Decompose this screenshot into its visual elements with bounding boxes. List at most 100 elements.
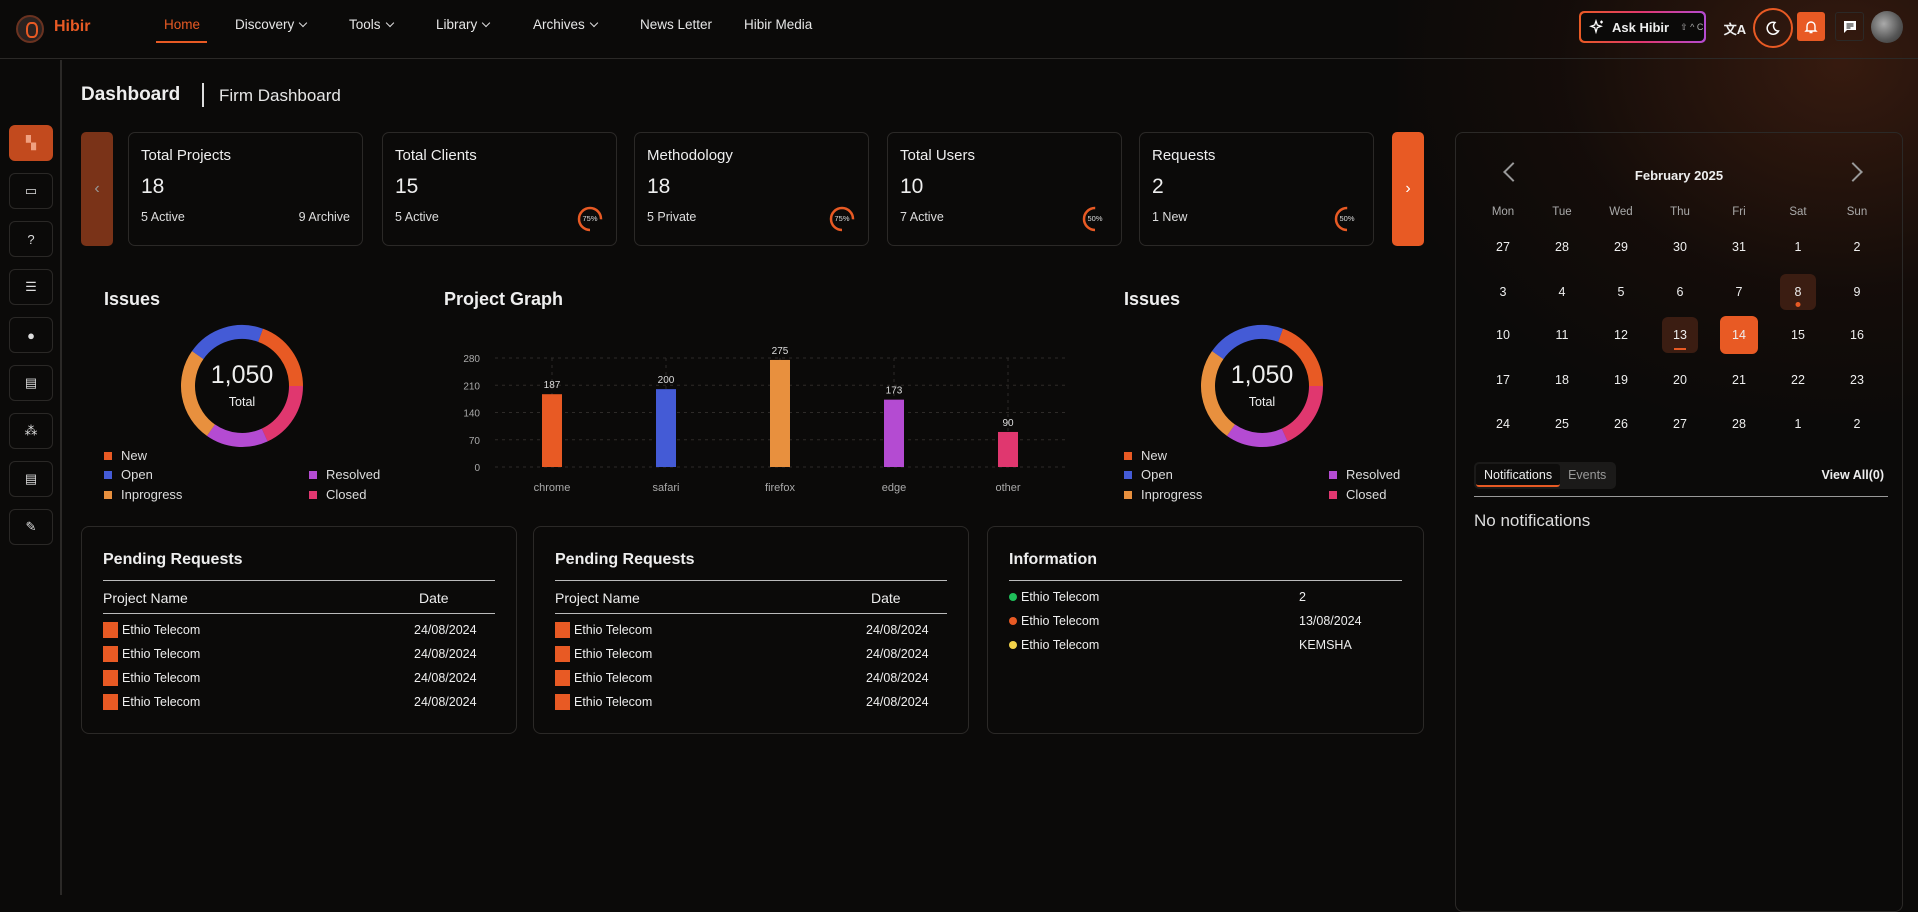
calendar-day[interactable]: 17 — [1485, 362, 1521, 398]
info-row[interactable]: Ethio Telecom 13/08/2024 — [1009, 609, 1402, 633]
calendar-day[interactable]: 27 — [1662, 406, 1698, 442]
calendar-day[interactable]: 23 — [1839, 362, 1875, 398]
day-number: 16 — [1850, 328, 1864, 342]
legend-item-open[interactable]: Open — [104, 467, 153, 482]
calendar-day[interactable]: 9 — [1839, 274, 1875, 310]
legend-item-new[interactable]: New — [104, 448, 147, 463]
sidebar-item-list[interactable]: ☰ — [9, 269, 53, 305]
bar-edge[interactable] — [884, 399, 904, 467]
nav-archives[interactable]: Archives — [533, 17, 599, 32]
donut-segment-resolved[interactable] — [172, 316, 312, 456]
legend-item-resolved[interactable]: Resolved — [1329, 467, 1400, 482]
table-row[interactable]: Ethio Telecom 24/08/2024 — [555, 618, 947, 642]
bar-firefox[interactable] — [770, 359, 790, 467]
calendar-day[interactable]: 25 — [1544, 406, 1580, 442]
sidebar-item-scroll[interactable]: ▤ — [9, 365, 53, 401]
stat-card[interactable]: Methodology 18 5 Private 75% — [634, 132, 869, 246]
nav-hibir-media[interactable]: Hibir Media — [744, 17, 812, 32]
bar-chrome[interactable] — [542, 394, 562, 467]
calendar-day[interactable]: 2 — [1839, 229, 1875, 265]
calendar-day[interactable]: 21 — [1721, 362, 1757, 398]
tab-notifications[interactable]: Notifications — [1476, 464, 1561, 487]
legend-item-inprogress[interactable]: Inprogress — [104, 487, 182, 502]
stat-card[interactable]: Requests 2 1 New 50% — [1139, 132, 1374, 246]
calendar-day[interactable]: 13 — [1662, 317, 1698, 353]
table-row[interactable]: Ethio Telecom 24/08/2024 — [555, 690, 947, 714]
brand-name[interactable]: Hibir — [54, 18, 91, 35]
calendar-day[interactable]: 11 — [1544, 317, 1580, 353]
view-all-link[interactable]: View All(0) — [1821, 468, 1884, 482]
calendar-day[interactable]: 8 — [1780, 274, 1816, 310]
legend-item-closed[interactable]: Closed — [1329, 487, 1386, 502]
tab-events[interactable]: Events — [1568, 468, 1607, 482]
translate-icon[interactable]: 文A — [1723, 21, 1747, 37]
table-row[interactable]: Ethio Telecom 24/08/2024 — [103, 666, 495, 690]
table-row[interactable]: Ethio Telecom 24/08/2024 — [103, 690, 495, 714]
donut-segment-open[interactable] — [172, 316, 312, 456]
donut-segment-inprogress[interactable] — [172, 316, 312, 456]
calendar-day[interactable]: 30 — [1662, 229, 1698, 265]
bar-safari[interactable] — [656, 389, 676, 467]
calendar-day[interactable]: 31 — [1721, 229, 1757, 265]
legend-item-closed[interactable]: Closed — [309, 487, 366, 502]
nav-library[interactable]: Library — [436, 17, 491, 32]
calendar-day[interactable]: 28 — [1721, 406, 1757, 442]
calendar-day[interactable]: 12 — [1603, 317, 1639, 353]
table-row[interactable]: Ethio Telecom 24/08/2024 — [555, 642, 947, 666]
sidebar-item-help[interactable]: ? — [9, 221, 53, 257]
sidebar-item-user[interactable]: ● — [9, 317, 53, 353]
calendar-day[interactable]: 7 — [1721, 274, 1757, 310]
calendar-day[interactable]: 19 — [1603, 362, 1639, 398]
calendar-day[interactable]: 29 — [1603, 229, 1639, 265]
calendar-day[interactable]: 18 — [1544, 362, 1580, 398]
sidebar-item-team[interactable]: ⁂ — [9, 413, 53, 449]
stat-card[interactable]: Total Projects 18 5 Active 9 Archive — [128, 132, 363, 246]
info-row[interactable]: Ethio Telecom 2 — [1009, 585, 1402, 609]
stat-card[interactable]: Total Clients 15 5 Active 75% — [382, 132, 617, 246]
stats-prev-button[interactable]: ‹ — [81, 132, 113, 246]
user-avatar[interactable] — [1871, 11, 1903, 43]
sidebar-item-briefcase[interactable]: ▭ — [9, 173, 53, 209]
table-row[interactable]: Ethio Telecom 24/08/2024 — [103, 618, 495, 642]
calendar-day[interactable]: 27 — [1485, 229, 1521, 265]
nav-home[interactable]: Home — [164, 17, 200, 32]
nav-tools[interactable]: Tools — [349, 17, 394, 32]
logo-icon[interactable] — [16, 15, 44, 43]
calendar-day[interactable]: 22 — [1780, 362, 1816, 398]
theme-toggle-button[interactable] — [1753, 8, 1793, 48]
ask-hibir-button[interactable]: Ask Hibir ⇧ ^ C — [1579, 11, 1706, 43]
legend-item-open[interactable]: Open — [1124, 467, 1173, 482]
donut-segment-inprogress[interactable] — [1192, 316, 1332, 456]
calendar-day[interactable]: 2 — [1839, 406, 1875, 442]
calendar-day[interactable]: 24 — [1485, 406, 1521, 442]
calendar-day[interactable]: 14 — [1720, 316, 1758, 354]
calendar-day[interactable]: 1 — [1780, 406, 1816, 442]
calendar-day[interactable]: 20 — [1662, 362, 1698, 398]
calendar-day[interactable]: 4 — [1544, 274, 1580, 310]
calendar-day[interactable]: 3 — [1485, 274, 1521, 310]
calendar-day[interactable]: 28 — [1544, 229, 1580, 265]
legend-item-new[interactable]: New — [1124, 448, 1167, 463]
legend-item-resolved[interactable]: Resolved — [309, 467, 380, 482]
calendar-day[interactable]: 5 — [1603, 274, 1639, 310]
notifications-button[interactable] — [1797, 12, 1825, 41]
calendar-day[interactable]: 6 — [1662, 274, 1698, 310]
bar-other[interactable] — [998, 431, 1018, 467]
calendar-day[interactable]: 15 — [1780, 317, 1816, 353]
messages-button[interactable] — [1835, 12, 1864, 41]
sidebar-item-dashboard[interactable]: ▚ — [9, 125, 53, 161]
nav-discovery[interactable]: Discovery — [235, 17, 308, 32]
calendar-day[interactable]: 26 — [1603, 406, 1639, 442]
stat-card[interactable]: Total Users 10 7 Active 50% — [887, 132, 1122, 246]
calendar-day[interactable]: 16 — [1839, 317, 1875, 353]
table-row[interactable]: Ethio Telecom 24/08/2024 — [555, 666, 947, 690]
calendar-day[interactable]: 1 — [1780, 229, 1816, 265]
info-row[interactable]: Ethio Telecom KEMSHA — [1009, 633, 1402, 657]
sidebar-item-tools[interactable]: ✎ — [9, 509, 53, 545]
calendar-day[interactable]: 10 — [1485, 317, 1521, 353]
stats-next-button[interactable]: › — [1392, 132, 1424, 246]
legend-item-inprogress[interactable]: Inprogress — [1124, 487, 1202, 502]
nav-news-letter[interactable]: News Letter — [640, 17, 712, 32]
table-row[interactable]: Ethio Telecom 24/08/2024 — [103, 642, 495, 666]
sidebar-item-document[interactable]: ▤ — [9, 461, 53, 497]
